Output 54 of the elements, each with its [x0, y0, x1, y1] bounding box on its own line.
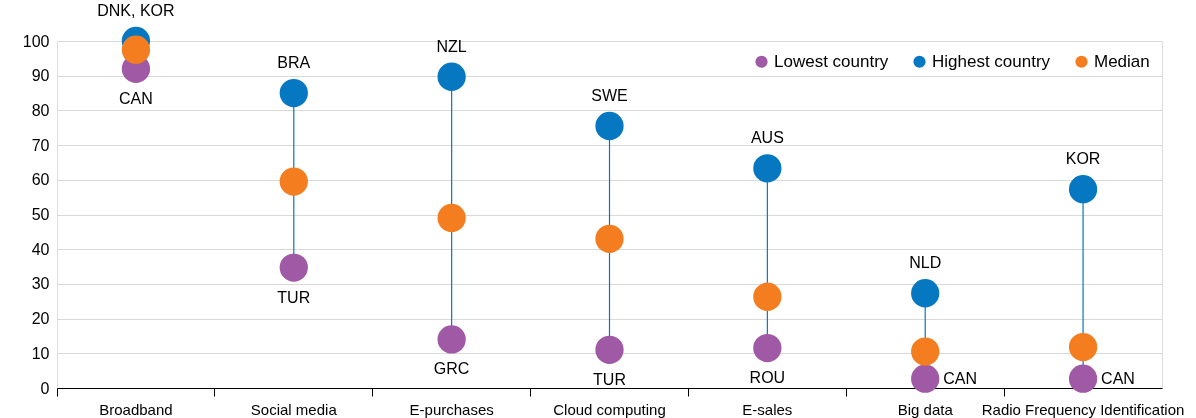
point: [753, 333, 782, 363]
y-tick-label: 100: [22, 32, 50, 50]
y-tick-label: 20: [31, 310, 50, 328]
annotation: GRC: [433, 360, 470, 378]
x-tick-label: Broadband: [99, 400, 173, 418]
x-tick-label: Social media: [250, 400, 338, 418]
y-tick-label: 0: [40, 379, 50, 397]
y-tick-label: 80: [31, 101, 50, 119]
point: [437, 62, 466, 91]
point: [1068, 332, 1098, 362]
x-tick-label: Big data: [897, 400, 954, 418]
y-tick-label: 60: [31, 171, 50, 189]
point: [753, 154, 782, 183]
annotation: CAN: [119, 89, 153, 107]
x-tick-label: Radio Frequency Identification: [981, 400, 1185, 418]
point: [279, 253, 308, 282]
y-tick-label: 50: [31, 206, 50, 223]
annotation: TUR: [593, 370, 626, 388]
annotation: CAN: [1101, 369, 1135, 387]
y-tick-label: 40: [31, 240, 50, 258]
point: [437, 325, 466, 354]
x-tick-label: Cloud computing: [553, 400, 666, 418]
annotation: NZL: [436, 37, 467, 55]
point: [279, 167, 308, 196]
point: [753, 282, 782, 311]
point: [437, 203, 466, 233]
point: [1068, 364, 1098, 393]
point: [595, 335, 624, 364]
point: [1068, 175, 1098, 204]
legend-label: Lowest country: [774, 51, 889, 71]
point: [121, 35, 151, 64]
point: [911, 337, 940, 366]
annotation: TUR: [277, 288, 311, 306]
x-tick-label: E-purchases: [409, 400, 494, 418]
point: [911, 364, 940, 393]
y-tick-label: 90: [31, 67, 50, 85]
annotation: BRA: [277, 54, 311, 72]
y-tick-label: 70: [31, 136, 50, 154]
point: [595, 111, 624, 141]
point: [279, 78, 308, 108]
legend-label: Highest country: [932, 51, 1051, 71]
annotation: NLD: [909, 254, 942, 272]
annotation: ROU: [749, 369, 786, 387]
y-tick-label: 10: [31, 344, 50, 362]
point: [911, 279, 940, 308]
annotation: DNK, KOR: [97, 2, 175, 19]
legend-label: Median: [1094, 51, 1150, 71]
annotation: KOR: [1065, 150, 1101, 168]
point: [595, 224, 624, 253]
annotation: AUS: [750, 129, 784, 147]
annotation: SWE: [591, 87, 628, 105]
y-tick-label: 30: [31, 275, 50, 293]
x-tick-label: E-sales: [742, 400, 793, 418]
annotation: CAN: [943, 369, 977, 387]
